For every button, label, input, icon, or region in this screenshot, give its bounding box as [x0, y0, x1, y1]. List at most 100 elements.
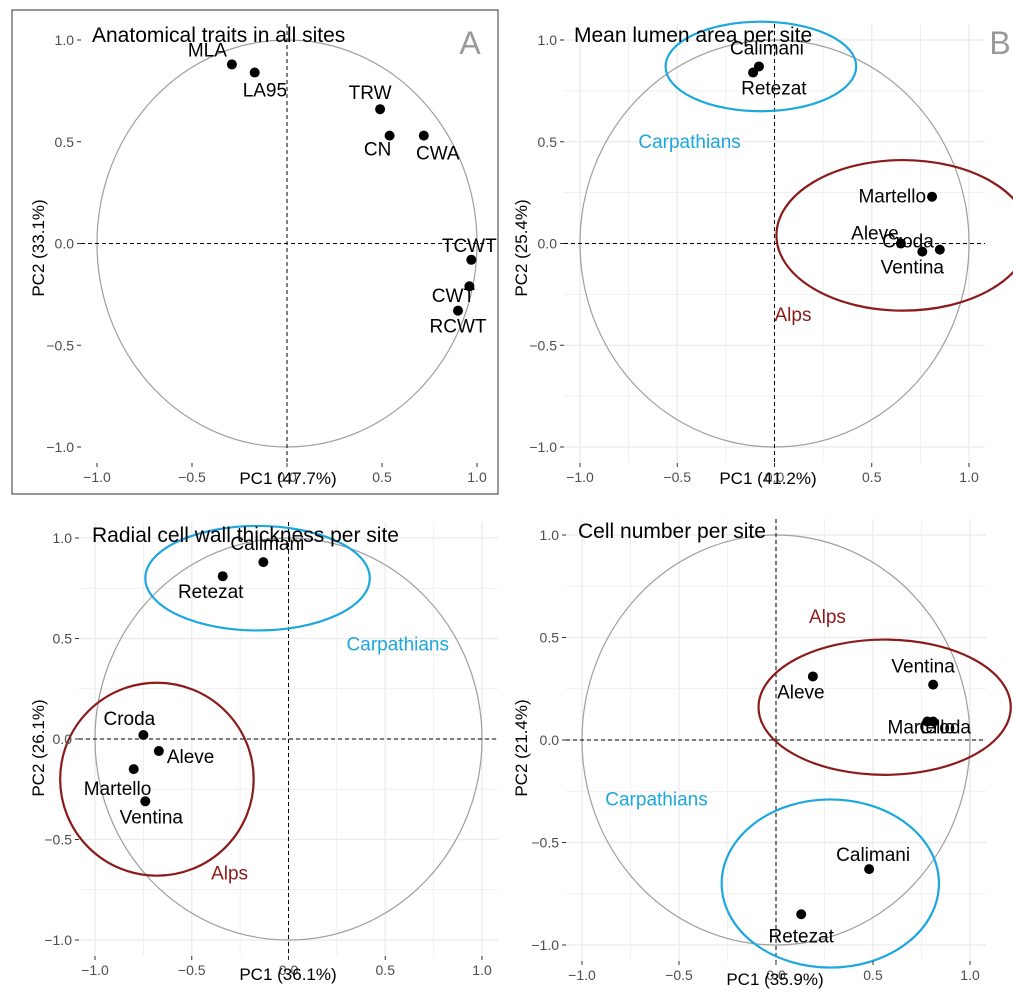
x-tick-label: 1.0	[960, 967, 980, 983]
x-tick-label: 1.0	[467, 469, 487, 485]
chart-panel-4: Alps Carpathians Aleve Ventina CrodaMartello…	[512, 519, 1012, 989]
point-label-trw: TRW	[349, 83, 392, 104]
x-tick-label: 1.0	[472, 962, 492, 978]
point-label-rcwt: RCWT	[430, 317, 487, 338]
data-point-aleve	[807, 671, 818, 682]
data-point-trw	[375, 104, 386, 115]
data-point-cwt	[464, 281, 475, 292]
data-point-croda	[138, 729, 149, 740]
x-tick-label: 0.5	[862, 469, 882, 485]
chart-panel-3: Carpathians Alps Calimani Retezat Croda Aleve…	[29, 522, 498, 984]
x-tick-label: −1.0	[566, 469, 594, 485]
point-label-retezat: Retezat	[768, 926, 834, 947]
data-point-retezat	[217, 571, 228, 582]
group-label-carpathians: Carpathians	[638, 132, 740, 153]
data-point-calimani	[258, 557, 269, 568]
point-label-retezat: Retezat	[178, 582, 244, 603]
point-label-cwt: CWT	[432, 286, 476, 307]
data-point-ventina	[928, 679, 939, 690]
data-point-retezat	[748, 67, 759, 78]
x-tick-label: 0.0	[277, 469, 297, 485]
x-axis-label: PC1 (36.1%)	[239, 965, 336, 984]
data-point-cn	[384, 130, 395, 141]
group-ellipse-alps	[757, 638, 1012, 776]
group-label-alps: Alps	[809, 607, 846, 628]
data-point-martello	[922, 716, 933, 727]
y-tick-label: 0.5	[55, 134, 75, 150]
x-tick-label: 0.5	[372, 469, 392, 485]
y-tick-label: 1.0	[540, 527, 560, 543]
y-axis-label: PC2 (21.4%)	[512, 699, 531, 796]
y-tick-label: 0.0	[53, 731, 73, 747]
point-label-tcwt: TCWT	[442, 236, 497, 257]
point-label-calimani: Calimani	[230, 534, 304, 555]
point-label-aleve: Aleve	[777, 682, 825, 703]
y-tick-label: 1.0	[55, 32, 75, 48]
data-point-la95	[249, 67, 260, 78]
y-axis-label: PC2 (33.1%)	[29, 199, 48, 296]
y-tick-label: 1.0	[53, 530, 73, 546]
y-tick-label: −1.0	[529, 439, 557, 455]
x-tick-label: −0.5	[663, 469, 691, 485]
y-tick-label: 0.5	[53, 631, 73, 647]
y-axis-label: PC2 (25.4%)	[512, 199, 531, 296]
point-label-cwa: CWA	[416, 144, 460, 165]
point-label-croda: Croda	[104, 709, 156, 730]
data-point-cwa	[418, 130, 429, 141]
data-point-ventina	[917, 246, 928, 257]
point-label-cn: CN	[364, 140, 391, 161]
point-label-retezat: Retezat	[741, 79, 807, 100]
point-label-la95: LA95	[243, 81, 287, 102]
point-label-aleve: Aleve	[167, 747, 215, 768]
point-label-calimani: Calimani	[836, 845, 910, 866]
chart-panel-1: MLA LA95 TRW CN CWA TCWT CWT RCWT −1.0 −0.5 0.0 0.5…	[11, 9, 499, 495]
y-tick-label: 1.0	[538, 32, 558, 48]
y-tick-label: −0.5	[531, 835, 559, 851]
y-tick-label: −1.0	[531, 937, 559, 953]
group-ellipse-alps	[59, 681, 255, 877]
x-tick-label: −0.5	[665, 967, 693, 983]
group-ellipse-carpathians	[144, 524, 371, 632]
y-axis-label: PC2 (26.1%)	[29, 699, 48, 796]
data-point-aleve	[153, 746, 164, 757]
x-tick-label: 0.5	[863, 967, 883, 983]
chart-panel-2: Carpathians Alps Calimani Retezat Martello Al…	[512, 20, 1013, 488]
x-tick-label: 0.0	[766, 967, 786, 983]
point-label-calimani: Calimani	[730, 38, 804, 59]
point-label-ventina: Ventina	[881, 258, 945, 279]
y-tick-label: −0.5	[44, 832, 72, 848]
panel-letter: B	[989, 25, 1010, 61]
x-axis-label: PC1 (47.7%)	[239, 469, 336, 488]
chart-title: Cell number per site	[578, 520, 766, 543]
y-tick-label: −1.0	[44, 932, 72, 948]
x-tick-label: 0.5	[376, 962, 396, 978]
point-label-ventina: Ventina	[120, 807, 184, 828]
point-label-martello: Martello	[858, 187, 926, 208]
data-point-martello	[927, 191, 938, 202]
x-tick-label: −1.0	[83, 469, 111, 485]
y-tick-label: −1.0	[46, 439, 74, 455]
data-point-tcwt	[466, 254, 477, 265]
x-tick-label: 0.0	[765, 469, 785, 485]
y-tick-label: 0.5	[538, 134, 558, 150]
x-axis-label: PC1 (41.2%)	[719, 469, 816, 488]
x-axis-label: PC1 (35.9%)	[726, 970, 823, 989]
data-point-martello	[128, 764, 139, 775]
x-tick-label: −0.5	[178, 962, 206, 978]
y-tick-label: 0.0	[540, 732, 560, 748]
chart-title: Radial cell wall thickness per site	[92, 524, 399, 547]
data-point-aleve	[895, 238, 906, 249]
data-point-retezat	[796, 909, 807, 920]
group-label-alps: Alps	[775, 305, 812, 326]
group-ellipse-carpathians	[664, 20, 858, 113]
y-tick-label: 0.0	[55, 236, 75, 252]
panel-frame	[11, 9, 499, 495]
point-label-aleve: Aleve	[851, 224, 899, 245]
y-tick-label: −0.5	[46, 337, 74, 353]
point-label-martello: Martello	[888, 718, 956, 739]
data-point-croda	[934, 244, 945, 255]
group-label-alps: Alps	[211, 864, 248, 885]
chart-title: Anatomical traits in all sites	[92, 24, 345, 47]
point-label-ventina: Ventina	[891, 657, 955, 678]
